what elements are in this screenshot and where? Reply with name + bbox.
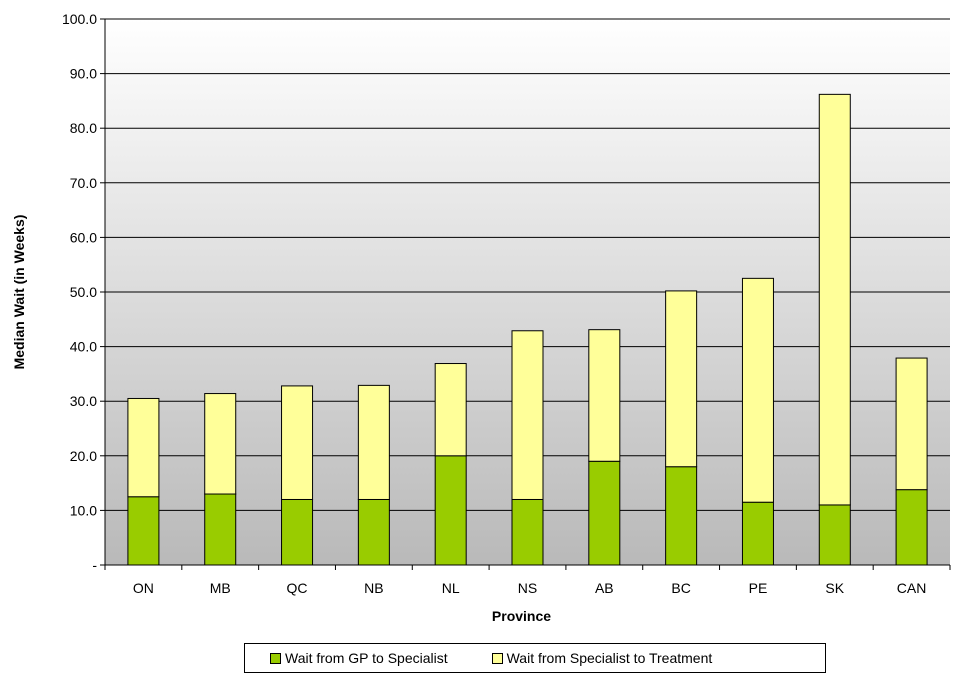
x-tick-label: SK [825,580,844,596]
stacked-bar-chart: - 10.0 20.0 30.0 40.0 50.0 60.0 70.0 80.0 90.0 100… [11,11,951,624]
bar-segment-specialist-to-treatment [741,277,774,503]
x-axis-label: Province [492,608,551,624]
y-tick-label: 10.0 [70,502,97,518]
x-tick-label: CAN [897,580,927,596]
legend-label: Wait from GP to Specialist [285,650,448,666]
bar-segment-gp-to-specialist [818,504,851,566]
y-tick-label: 100.0 [62,11,97,27]
bar-segment-specialist-to-treatment [818,93,851,506]
y-tick-label: 50.0 [70,284,97,300]
bar-segment-gp-to-specialist [357,498,390,566]
bar-segment-gp-to-specialist [204,493,237,566]
bar-segment-gp-to-specialist [434,455,467,566]
y-tick-label: 40.0 [70,339,97,355]
bar-segment-specialist-to-treatment [665,290,698,468]
bar-segment-gp-to-specialist [741,501,774,566]
x-tick-label: AB [595,580,614,596]
x-tick-label: NS [518,580,537,596]
bars [127,93,928,566]
legend-label: Wait from Specialist to Treatment [506,650,713,666]
bar-segment-specialist-to-treatment [357,384,390,500]
axes [100,18,951,570]
y-axis-label: Median Wait (in Weeks) [11,215,27,370]
legend-item-gp-to-specialist: Wait from GP to Specialist [270,650,448,666]
bar-segment-gp-to-specialist [511,498,544,566]
bar-segment-gp-to-specialist [895,489,928,566]
y-tick-labels: - 10.0 20.0 30.0 40.0 50.0 60.0 70.0 80.0 90.0 100… [62,11,97,573]
bar-segment-specialist-to-treatment [511,330,544,500]
bar-segment-gp-to-specialist [281,498,314,566]
bar-segment-specialist-to-treatment [434,363,467,457]
x-tick-label: MB [210,580,231,596]
legend-swatch-yellow [491,652,503,664]
bar-segment-specialist-to-treatment [588,329,621,462]
bar-segment-specialist-to-treatment [895,357,928,491]
bar-segment-specialist-to-treatment [281,385,314,500]
legend: Wait from GP to Specialist Wait from Spe… [244,643,826,673]
bar-segment-gp-to-specialist [127,496,160,566]
bar-segment-gp-to-specialist [665,466,698,566]
x-tick-label: ON [133,580,154,596]
y-tick-label: 70.0 [70,175,97,191]
legend-swatch-green [270,652,281,664]
y-tick-label: 30.0 [70,393,97,409]
x-tick-label: PE [749,580,768,596]
x-tick-labels: ON MB QC NB NL NS AB BC PE SK CAN [133,580,926,596]
y-tick-label: 20.0 [70,448,97,464]
y-tick-label: 60.0 [70,229,97,245]
bar-segment-specialist-to-treatment [127,397,160,498]
x-tick-label: BC [671,580,690,596]
y-tick-label: - [92,557,97,573]
legend-item-specialist-to-treatment: Wait from Specialist to Treatment [491,650,713,666]
x-tick-label: QC [287,580,308,596]
x-tick-label: NL [442,580,460,596]
y-tick-label: 90.0 [70,66,97,82]
y-tick-label: 80.0 [70,120,97,136]
bar-segment-gp-to-specialist [588,460,621,566]
bar-segment-specialist-to-treatment [204,393,237,495]
x-tick-label: NB [364,580,383,596]
